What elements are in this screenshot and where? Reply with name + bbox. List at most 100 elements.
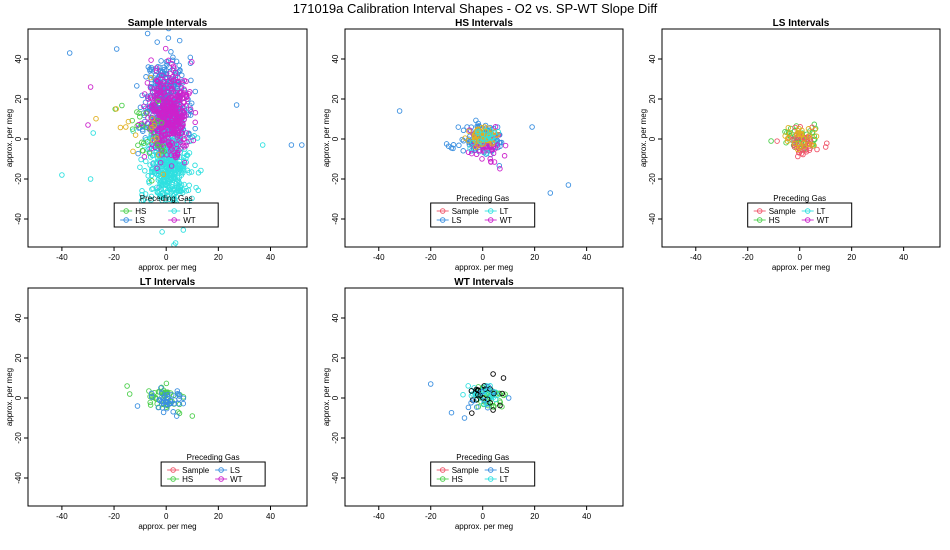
legend-title: Preceding Gas xyxy=(773,194,826,203)
data-point xyxy=(154,39,160,45)
y-tick-label: -40 xyxy=(331,213,340,225)
data-point xyxy=(175,400,182,407)
data-point xyxy=(822,144,829,150)
data-point xyxy=(144,139,151,145)
data-point xyxy=(134,83,140,89)
data-point xyxy=(460,391,466,398)
data-point xyxy=(502,391,508,397)
data-point xyxy=(529,124,535,130)
data-point xyxy=(177,185,184,191)
data-point xyxy=(148,57,154,63)
data-point xyxy=(119,102,125,109)
legend-label: WT xyxy=(817,216,830,225)
data-point xyxy=(174,388,181,394)
data-point xyxy=(468,388,475,394)
data-point xyxy=(791,144,798,150)
x-tick-label: -20 xyxy=(742,253,754,262)
data-point xyxy=(153,68,160,74)
data-point xyxy=(160,109,167,116)
data-point xyxy=(189,413,196,419)
data-point xyxy=(141,103,147,110)
x-axis-label: approx. per meg xyxy=(455,263,513,272)
x-tick-label: 20 xyxy=(847,253,856,262)
data-point xyxy=(148,72,154,78)
legend-marker xyxy=(487,476,494,482)
data-point xyxy=(162,93,168,99)
y-tick-label: -20 xyxy=(331,432,340,444)
data-point xyxy=(192,162,198,169)
y-tick-label: 40 xyxy=(14,313,23,322)
data-point xyxy=(142,191,149,197)
data-point xyxy=(784,135,791,142)
data-point xyxy=(143,124,150,130)
data-point xyxy=(164,395,171,402)
data-point xyxy=(505,395,512,401)
data-point xyxy=(144,80,151,86)
data-point xyxy=(113,106,119,112)
data-point xyxy=(483,151,489,157)
figure-title: 171019a Calibration Interval Shapes - O2… xyxy=(293,1,658,16)
data-point xyxy=(186,150,193,156)
legend-title: Preceding Gas xyxy=(140,194,193,203)
data-point xyxy=(427,381,434,387)
data-point xyxy=(456,142,462,149)
data-point xyxy=(147,402,154,408)
data-point xyxy=(486,132,492,139)
data-point xyxy=(814,146,820,153)
data-point xyxy=(178,172,185,178)
data-point xyxy=(176,137,182,144)
y-axis-label: approx. per meg xyxy=(639,109,648,167)
data-point xyxy=(162,398,169,405)
data-point xyxy=(465,137,472,144)
x-tick-label: -40 xyxy=(56,512,68,521)
data-point xyxy=(151,86,158,92)
legend-label: LT xyxy=(817,207,826,216)
x-tick-label: 0 xyxy=(480,253,485,262)
data-point xyxy=(165,35,172,41)
data-point xyxy=(149,169,155,176)
data-point xyxy=(138,156,144,163)
legend-label: LS xyxy=(452,216,462,225)
data-point xyxy=(159,98,165,105)
legend-marker xyxy=(439,217,446,223)
x-tick-label: 0 xyxy=(164,512,169,521)
data-point xyxy=(141,154,148,160)
data-point xyxy=(487,127,494,134)
data-point xyxy=(476,147,483,153)
data-point xyxy=(59,172,65,178)
x-tick-label: 20 xyxy=(530,253,539,262)
data-point xyxy=(166,171,173,178)
data-point xyxy=(486,144,493,150)
data-point xyxy=(168,104,174,110)
data-point xyxy=(139,139,145,146)
y-axis-label: approx. per meg xyxy=(322,109,331,167)
data-point xyxy=(170,54,176,61)
data-point xyxy=(187,60,194,66)
data-point xyxy=(460,127,467,134)
data-point xyxy=(177,165,184,171)
data-point xyxy=(179,72,185,79)
data-point xyxy=(135,150,141,157)
data-point xyxy=(163,402,169,408)
data-point xyxy=(774,138,780,144)
data-point xyxy=(495,129,502,135)
data-point xyxy=(148,128,154,134)
data-point xyxy=(167,187,174,193)
legend-marker xyxy=(170,467,176,473)
data-point xyxy=(179,113,185,119)
legend-title: Preceding Gas xyxy=(456,194,509,203)
data-point xyxy=(159,69,165,75)
data-point xyxy=(165,57,172,64)
y-tick-label: -20 xyxy=(331,173,340,185)
data-point xyxy=(157,159,164,166)
data-point xyxy=(166,115,172,122)
y-tick-label: -20 xyxy=(648,173,657,185)
x-tick-label: 40 xyxy=(266,253,275,262)
data-point xyxy=(180,99,187,105)
chart-panel-2: LS Intervals -40 -20 0 20 40 approx. per meg -4… xyxy=(639,18,941,272)
data-point xyxy=(492,124,499,130)
data-point xyxy=(480,136,487,142)
data-point xyxy=(160,103,167,110)
data-point xyxy=(157,179,164,186)
data-point xyxy=(173,104,179,111)
